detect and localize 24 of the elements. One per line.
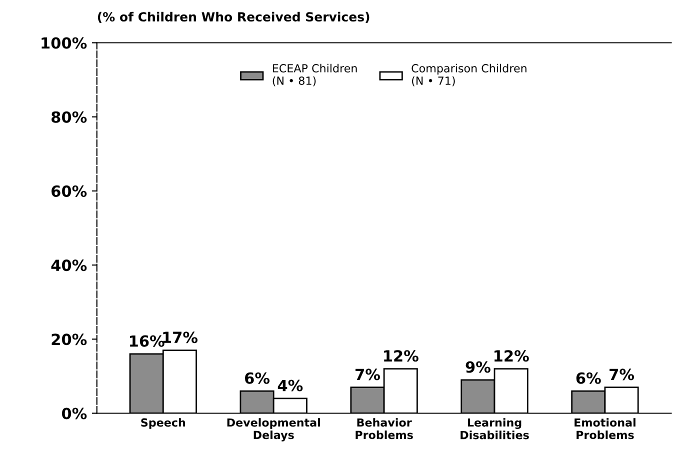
y-tick-label: 0% <box>62 408 87 420</box>
data-label: 12% <box>384 350 418 362</box>
data-label: 7% <box>356 368 380 380</box>
legend-label: ECEAP Children (N • 81) <box>272 64 357 86</box>
y-tick-label: 80% <box>52 111 87 123</box>
data-label: 4% <box>278 380 303 392</box>
data-label: 6% <box>245 372 270 384</box>
data-label: 17% <box>163 332 198 344</box>
x-tick-label: Behavior Problems <box>356 418 413 440</box>
data-label: 9% <box>466 361 490 373</box>
chart-title: (% of Children Who Received Services) <box>98 12 370 24</box>
data-label: 12% <box>494 350 529 362</box>
data-label: 16% <box>130 335 164 347</box>
y-tick-label: 100% <box>42 37 87 49</box>
data-label: 7% <box>610 368 634 380</box>
x-tick-label: Speech <box>141 418 186 429</box>
y-tick-label: 20% <box>52 334 87 346</box>
y-tick-label: 40% <box>51 260 87 272</box>
y-tick-label: 60% <box>52 185 87 197</box>
legend-label: Comparison Children (N • 71) <box>412 64 526 86</box>
x-tick-label: Developmental Delays <box>227 418 320 442</box>
data-label: 6% <box>576 372 601 384</box>
x-tick-label: Learning Disabilities <box>460 418 529 440</box>
x-tick-label: Emotional Problems <box>574 418 636 440</box>
